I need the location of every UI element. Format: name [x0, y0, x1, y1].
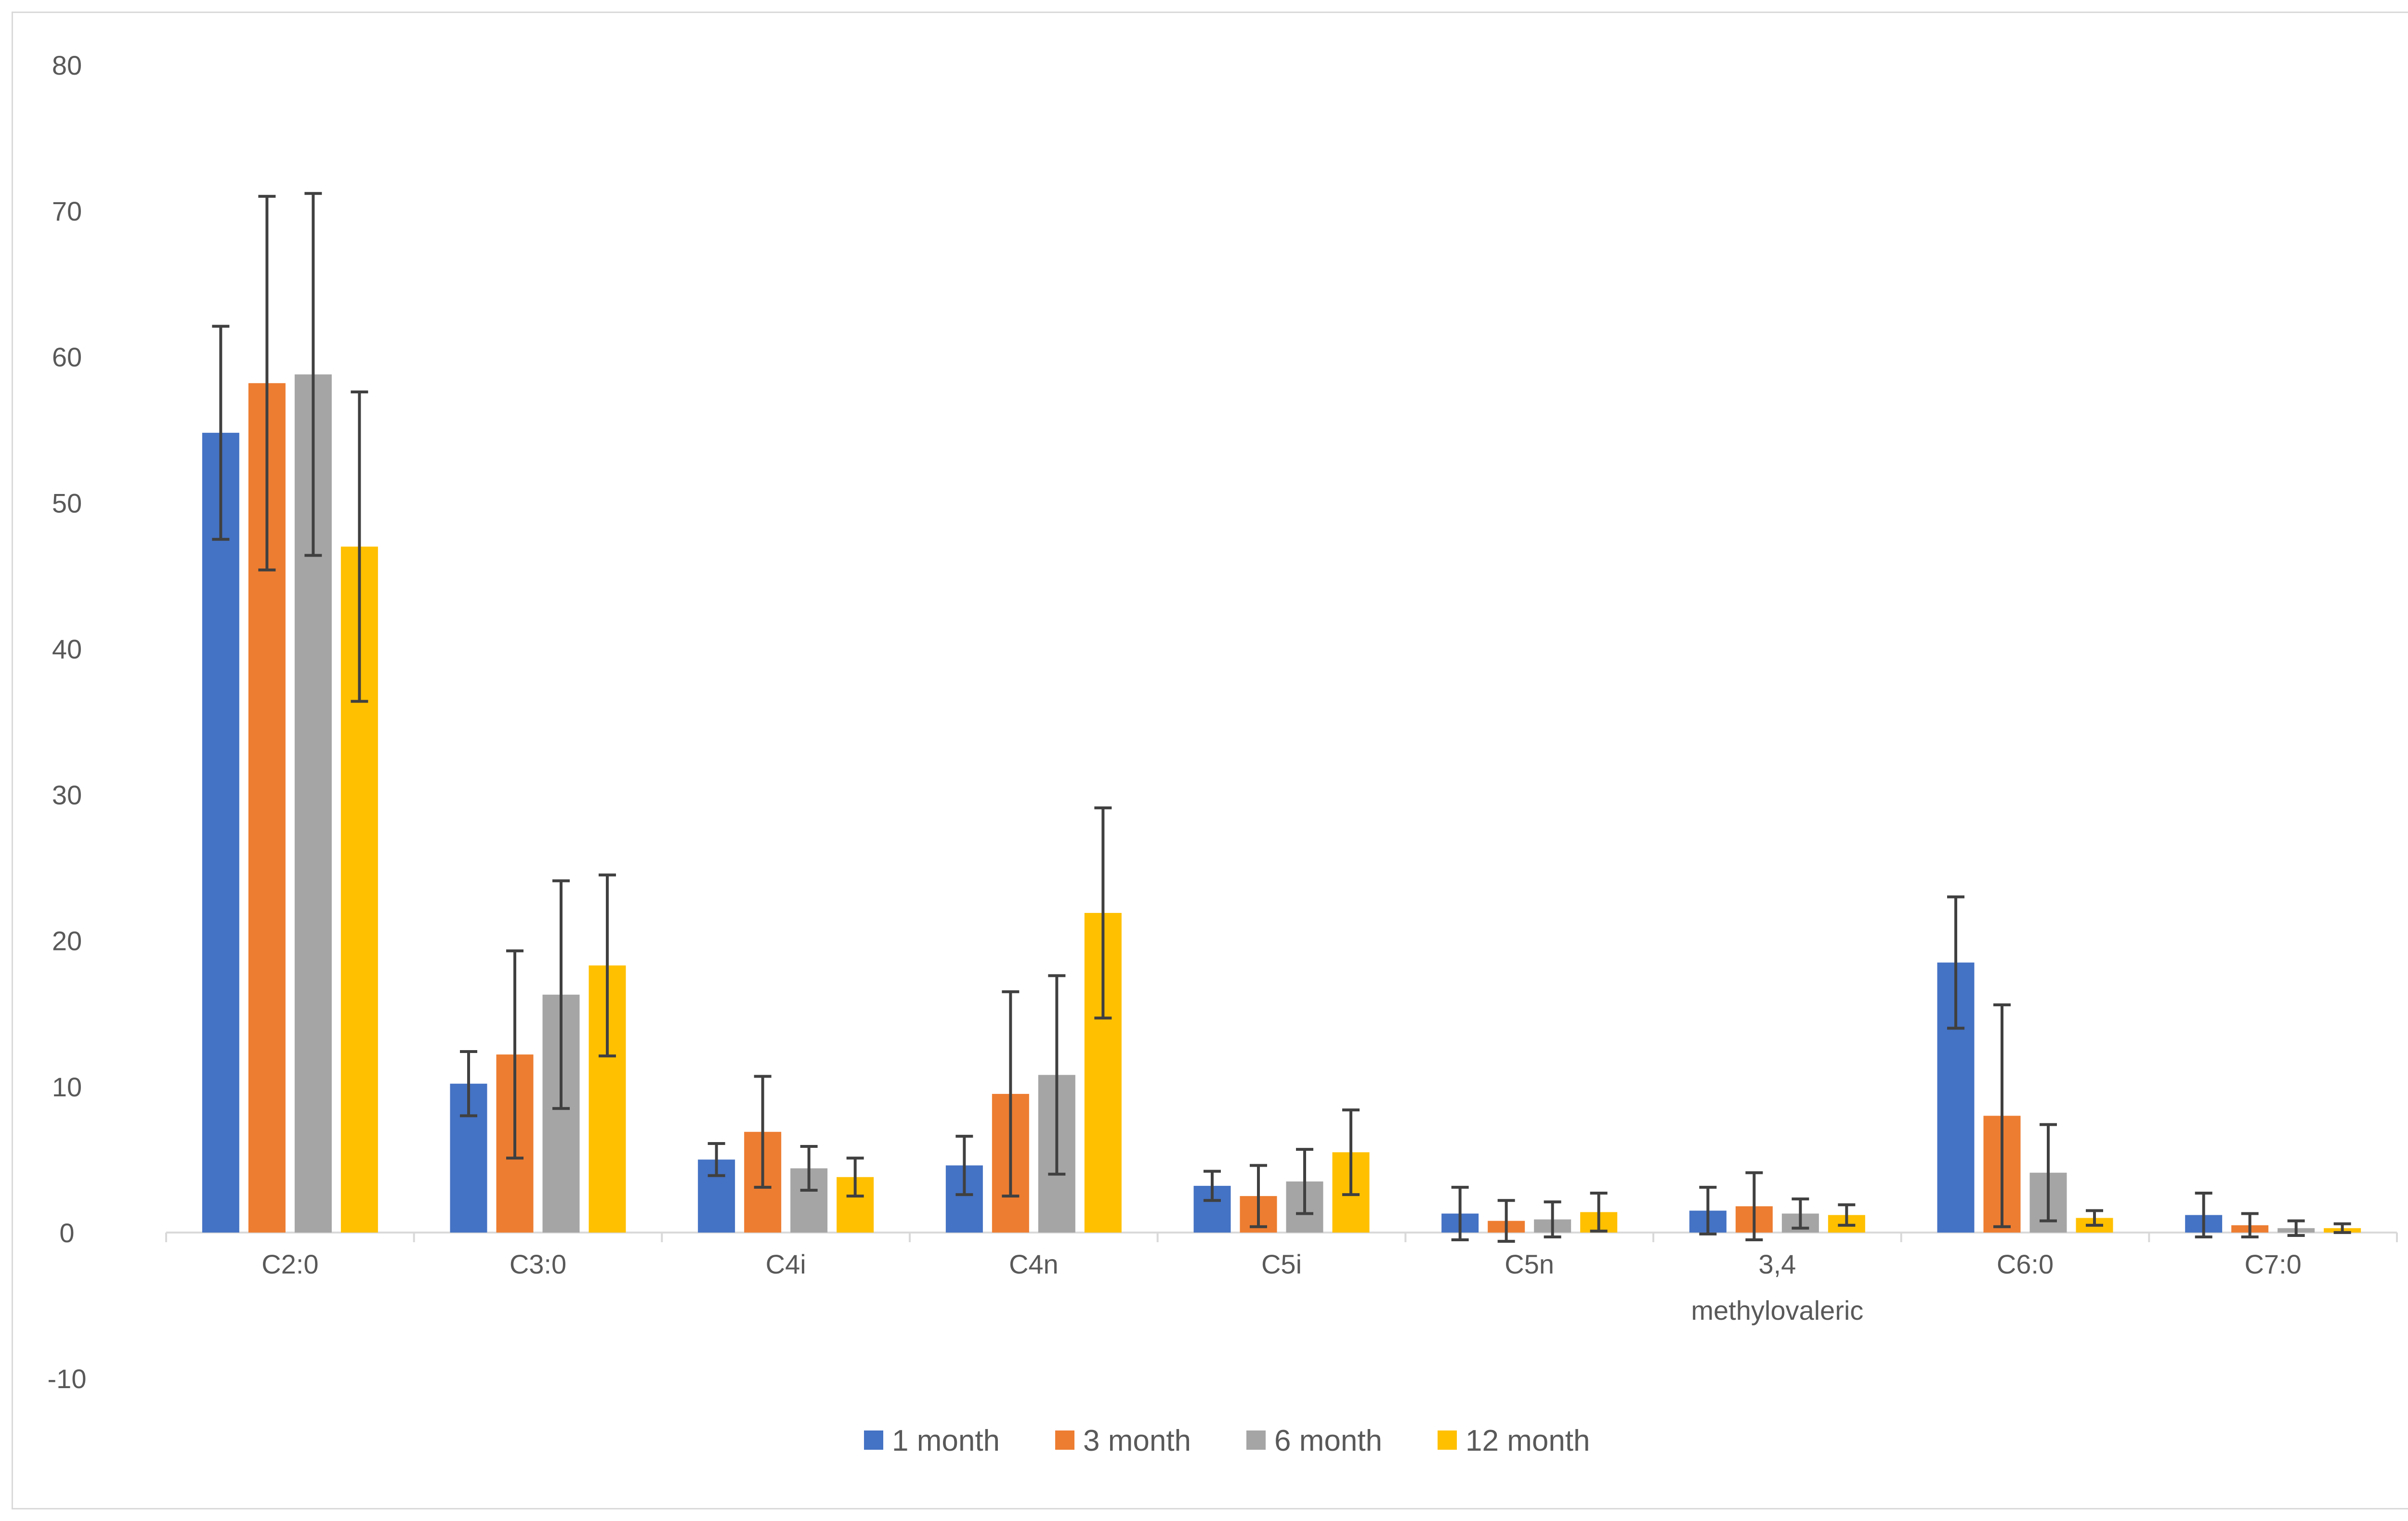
y-tick-label: 30 — [52, 780, 82, 810]
x-tick-label: C2:0 — [262, 1249, 318, 1279]
y-tick-label: 40 — [52, 634, 82, 664]
legend-label: 3 month — [1083, 1424, 1191, 1457]
y-tick-label: 10 — [52, 1072, 82, 1102]
x-tick-label: C6:0 — [1997, 1249, 2054, 1279]
bar — [202, 432, 239, 1233]
legend-swatch — [1438, 1430, 1457, 1450]
legend-swatch — [1246, 1430, 1266, 1450]
legend-label: 12 month — [1466, 1424, 1590, 1457]
y-tick-label: 50 — [52, 488, 82, 518]
y-tick-label: -10 — [48, 1364, 87, 1394]
x-axis-tick-marks — [165, 1232, 2398, 1242]
legend-label: 1 month — [892, 1424, 1000, 1457]
legend-label: 6 month — [1274, 1424, 1382, 1457]
y-tick-label: 60 — [52, 342, 82, 372]
chart-area: -10 0 10 20 30 40 50 60 70 80 C2:0 C3:0 C4i C4n C5i C5… — [12, 12, 2408, 1509]
error-bar-group — [212, 192, 2351, 1243]
x-tick-label: C3:0 — [510, 1249, 566, 1279]
legend: 1 month 3 month 6 month 12 month — [864, 1424, 1590, 1457]
x-tick-label: C5i — [1261, 1249, 1302, 1279]
x-tick-label: 3,4 — [1758, 1249, 1796, 1279]
x-tick-label: C4n — [1009, 1249, 1059, 1279]
y-axis-tick-labels: -10 0 10 20 30 40 50 60 70 80 — [48, 50, 87, 1394]
x-tick-label: C5n — [1505, 1249, 1554, 1279]
legend-swatch — [864, 1430, 883, 1450]
x-tick-label: methylovaleric — [1691, 1295, 1863, 1326]
x-axis-category-labels: C2:0 C3:0 C4i C4n C5i C5n 3,4 methylovaleric C6:… — [262, 1249, 2302, 1326]
bar-chart: -10 0 10 20 30 40 50 60 70 80 C2:0 C3:0 C4i C4n C5i C5… — [48, 50, 2398, 1457]
y-tick-label: 80 — [52, 50, 82, 80]
x-tick-label: C4i — [766, 1249, 806, 1279]
y-tick-label: 0 — [59, 1218, 74, 1248]
y-tick-label: 70 — [52, 196, 82, 226]
y-tick-label: 20 — [52, 926, 82, 956]
bar-series-group — [202, 374, 2361, 1233]
legend-swatch — [1055, 1430, 1074, 1450]
x-tick-label: C7:0 — [2245, 1249, 2302, 1279]
